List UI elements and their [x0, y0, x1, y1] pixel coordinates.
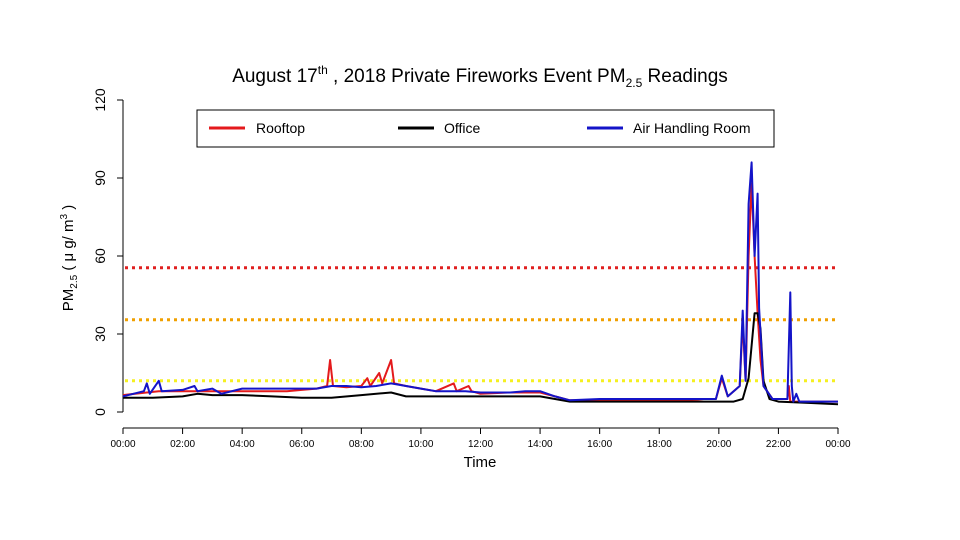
- series-line-rooftop: [122, 182, 838, 403]
- y-tick-label-0: 0: [92, 408, 108, 416]
- x-tick-label-12: 00:00: [825, 439, 850, 450]
- y-axis-label: PM2.5 ( μ g/ m3 ): [59, 205, 80, 311]
- x-tick-label-6: 12:00: [468, 439, 493, 450]
- legend: Rooftop Office Air Handling Room: [196, 109, 775, 148]
- x-tick-label-0: 00:00: [110, 439, 135, 450]
- y-tick-label-4: 120: [92, 88, 108, 112]
- series-line-air-handling-room: [122, 161, 838, 403]
- chart-title: August 17th , 2018 Private Fireworks Eve…: [232, 63, 728, 90]
- x-tick-label-5: 10:00: [408, 439, 433, 450]
- y-tick-label-3: 90: [92, 170, 108, 186]
- legend-label-office: Office: [444, 120, 481, 136]
- x-tick-label-10: 20:00: [706, 439, 731, 450]
- series-line-office: [123, 312, 839, 406]
- x-tick-label-3: 06:00: [289, 439, 314, 450]
- x-tick-label-11: 22:00: [766, 439, 791, 450]
- x-tick-label-4: 08:00: [349, 439, 374, 450]
- x-tick-label-9: 18:00: [647, 439, 672, 450]
- x-tick-label-1: 02:00: [170, 439, 195, 450]
- legend-label-rooftop: Rooftop: [256, 120, 305, 136]
- x-tick-label-2: 04:00: [230, 439, 255, 450]
- y-tick-label-2: 60: [92, 248, 108, 264]
- x-tick-label-7: 14:00: [528, 439, 553, 450]
- legend-label-air-handling-room: Air Handling Room: [633, 120, 751, 136]
- legend-box: [196, 109, 775, 148]
- x-tick-label-8: 16:00: [587, 439, 612, 450]
- y-tick-label-1: 30: [92, 326, 108, 342]
- x-axis-label: Time: [464, 454, 497, 471]
